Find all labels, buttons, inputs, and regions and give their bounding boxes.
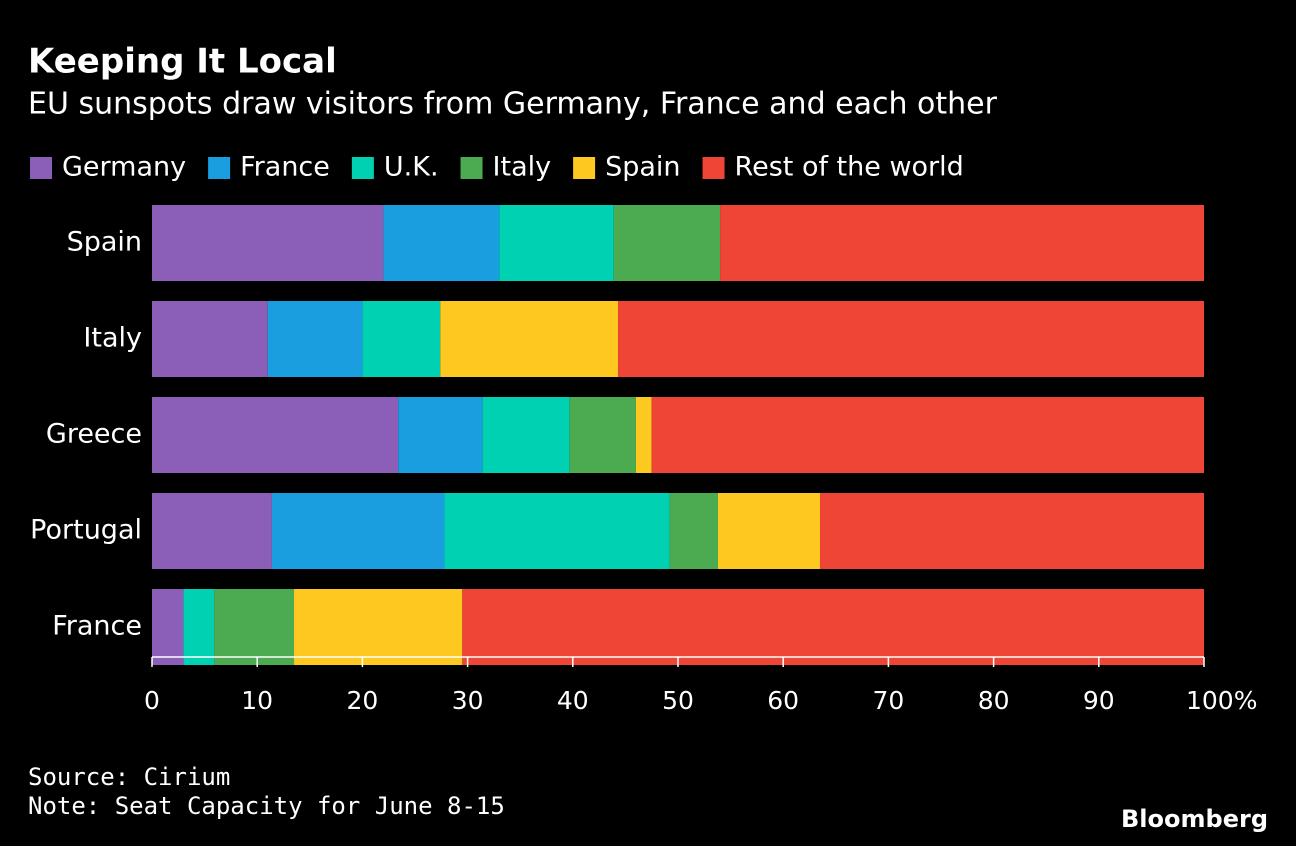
y-tick-label: Portugal [30, 515, 142, 546]
legend-swatch [460, 157, 483, 179]
legend-swatch [30, 157, 52, 179]
brand: Bloomberg [1121, 805, 1268, 833]
bar-segment [152, 493, 272, 569]
note: Note: Seat Capacity for June 8-15 [28, 792, 505, 820]
chart-title: Keeping It Local [28, 42, 337, 82]
bar-segment [651, 397, 1204, 473]
bar-segment [152, 397, 399, 473]
bar-segment [720, 205, 1204, 281]
bar-segment [444, 493, 670, 569]
x-tick-label: 30 [452, 686, 484, 715]
bar-segment [152, 301, 268, 377]
x-tick-label: 60 [767, 686, 799, 715]
y-tick-label: Spain [67, 227, 142, 258]
bar-segment [717, 493, 821, 569]
bar-segment [462, 589, 1205, 665]
bar-segment [669, 493, 718, 569]
legend-swatch [573, 157, 596, 179]
bar-segment [294, 589, 463, 665]
x-tick-label: 10 [241, 686, 273, 715]
bar-segment [152, 205, 384, 281]
legend-label: U.K. [384, 152, 439, 183]
legend-label: France [240, 152, 330, 183]
x-tick-label: 50 [662, 686, 694, 715]
bar-segment [499, 205, 614, 281]
bar-segment [267, 301, 363, 377]
x-tick-label: 0 [144, 686, 160, 715]
bar-segment [214, 589, 295, 665]
bar-segment [613, 205, 721, 281]
legend-label: Germany [62, 152, 186, 183]
y-tick-label: France [52, 611, 142, 642]
legend-swatch [351, 157, 374, 179]
y-tick-label: Greece [46, 419, 142, 450]
legend-label: Rest of the world [735, 152, 964, 183]
legend-label: Spain [605, 152, 680, 183]
legend-swatch [208, 157, 231, 179]
bar-segment [482, 397, 570, 473]
x-tick-label: 20 [346, 686, 378, 715]
bar-segment [398, 397, 483, 473]
legend-label: Italy [493, 152, 552, 183]
bar-segment [820, 493, 1204, 569]
chart-subtitle: EU sunspots draw visitors from Germany, … [28, 87, 998, 122]
bar-segment [383, 205, 500, 281]
bar-segment [635, 397, 652, 473]
bar-segment [618, 301, 1204, 377]
bar-segment [152, 589, 184, 665]
bar-segment [362, 301, 441, 377]
x-tick-label: 40 [557, 686, 589, 715]
x-tick-label: 80 [978, 686, 1010, 715]
x-tick-label: 90 [1083, 686, 1115, 715]
source: Source: Cirium [28, 763, 230, 791]
x-tick-label: 70 [872, 686, 904, 715]
x-tick-label: 100% [1186, 686, 1257, 715]
bar-segment [440, 301, 619, 377]
bar-segment [569, 397, 636, 473]
bar-segment [183, 589, 215, 665]
bar-segment [271, 493, 445, 569]
y-tick-label: Italy [83, 323, 142, 354]
legend-swatch [702, 157, 725, 179]
